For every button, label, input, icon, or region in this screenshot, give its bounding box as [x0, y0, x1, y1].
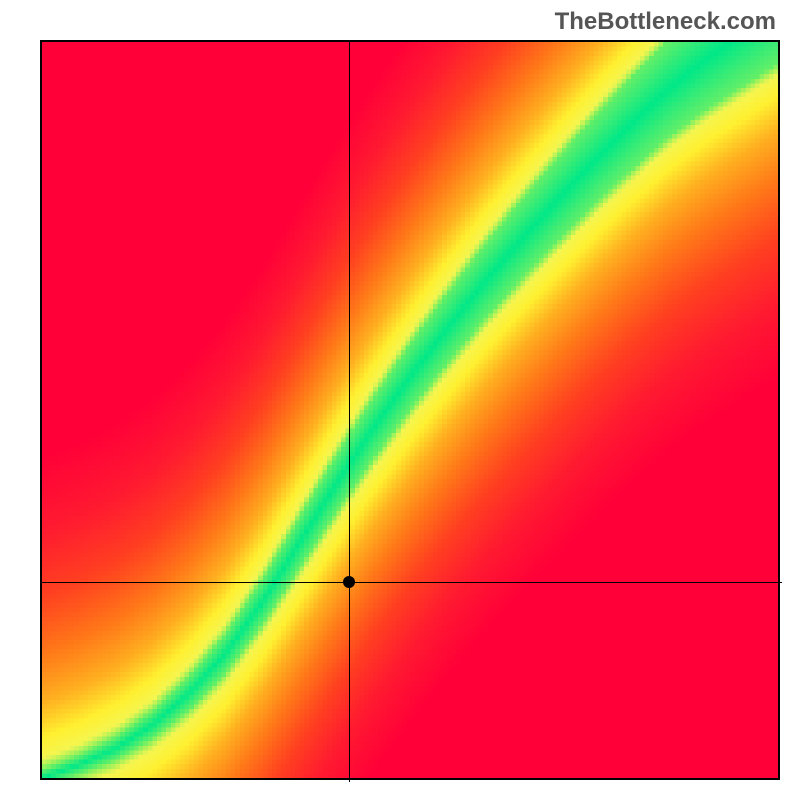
watermark-text: TheBottleneck.com	[555, 8, 776, 36]
heatmap-canvas	[42, 42, 778, 778]
chart-container: TheBottleneck.com	[0, 0, 800, 800]
heatmap-plot	[40, 40, 780, 780]
crosshair-vertical	[349, 42, 350, 782]
crosshair-horizontal	[42, 582, 782, 583]
